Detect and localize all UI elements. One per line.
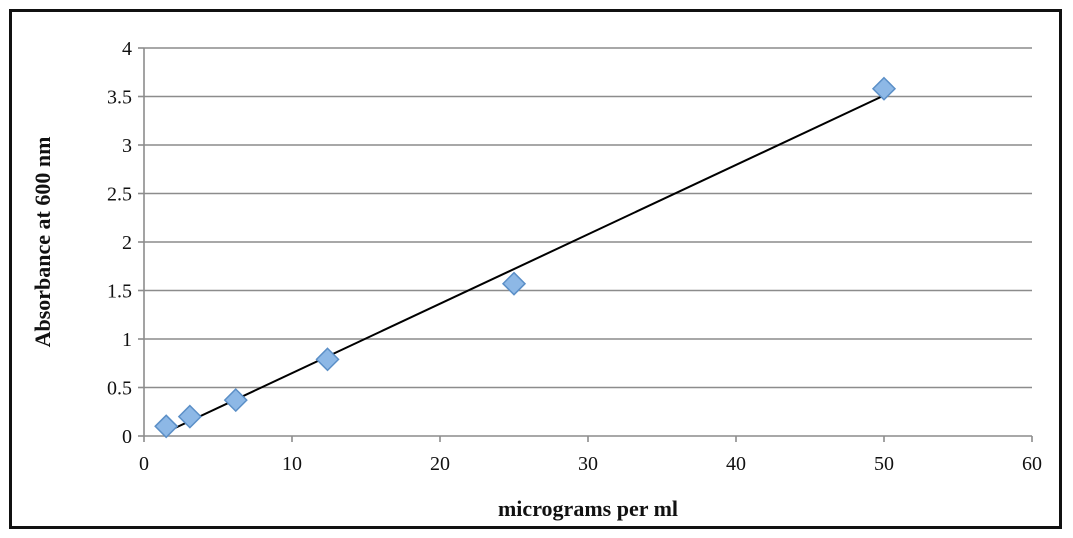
y-tick-label: 1.5 [107, 281, 132, 303]
data-point [154, 414, 179, 439]
y-tick-label: 4 [122, 38, 132, 60]
x-tick-label: 60 [1022, 453, 1042, 475]
y-tick-label: 2.5 [107, 184, 132, 206]
x-tick-label: 30 [578, 453, 598, 475]
x-tick-label: 20 [430, 453, 450, 475]
y-tick-label: 3.5 [107, 87, 132, 109]
y-tick-label: 2 [122, 232, 132, 254]
trendline-layer [165, 94, 885, 434]
y-tick-label: 0 [122, 426, 132, 448]
y-axis-title: Absorbance at 600 nm [30, 137, 55, 348]
x-tick-label: 50 [874, 453, 894, 475]
scatter-chart: 0 0.5 1 1.5 2 2.5 3 3.5 4 0 10 20 30 40 50 60 microgra… [30, 38, 1042, 521]
data-point [501, 271, 527, 296]
x-tick-label: 0 [139, 453, 149, 475]
x-tick-label: 10 [282, 453, 302, 475]
y-tick-label: 0.5 [107, 378, 132, 400]
chart-frame: 0 0.5 1 1.5 2 2.5 3 3.5 4 0 10 20 30 40 50 60 microgra… [9, 9, 1062, 529]
y-tick-label: 3 [122, 135, 132, 157]
y-tick-label: 1 [122, 329, 132, 351]
data-point [871, 76, 897, 101]
trendline [165, 94, 885, 434]
x-tick-labels: 0 10 20 30 40 50 60 [139, 453, 1042, 475]
gridlines [144, 47, 1032, 389]
data-points [154, 76, 897, 439]
data-point [177, 404, 202, 429]
data-point [223, 388, 248, 413]
data-point [315, 347, 340, 372]
x-tick-label: 40 [726, 453, 746, 475]
y-tick-labels: 0 0.5 1 1.5 2 2.5 3 3.5 4 [107, 38, 132, 448]
x-axis-title: micrograms per ml [498, 496, 678, 521]
axes [138, 47, 1033, 442]
